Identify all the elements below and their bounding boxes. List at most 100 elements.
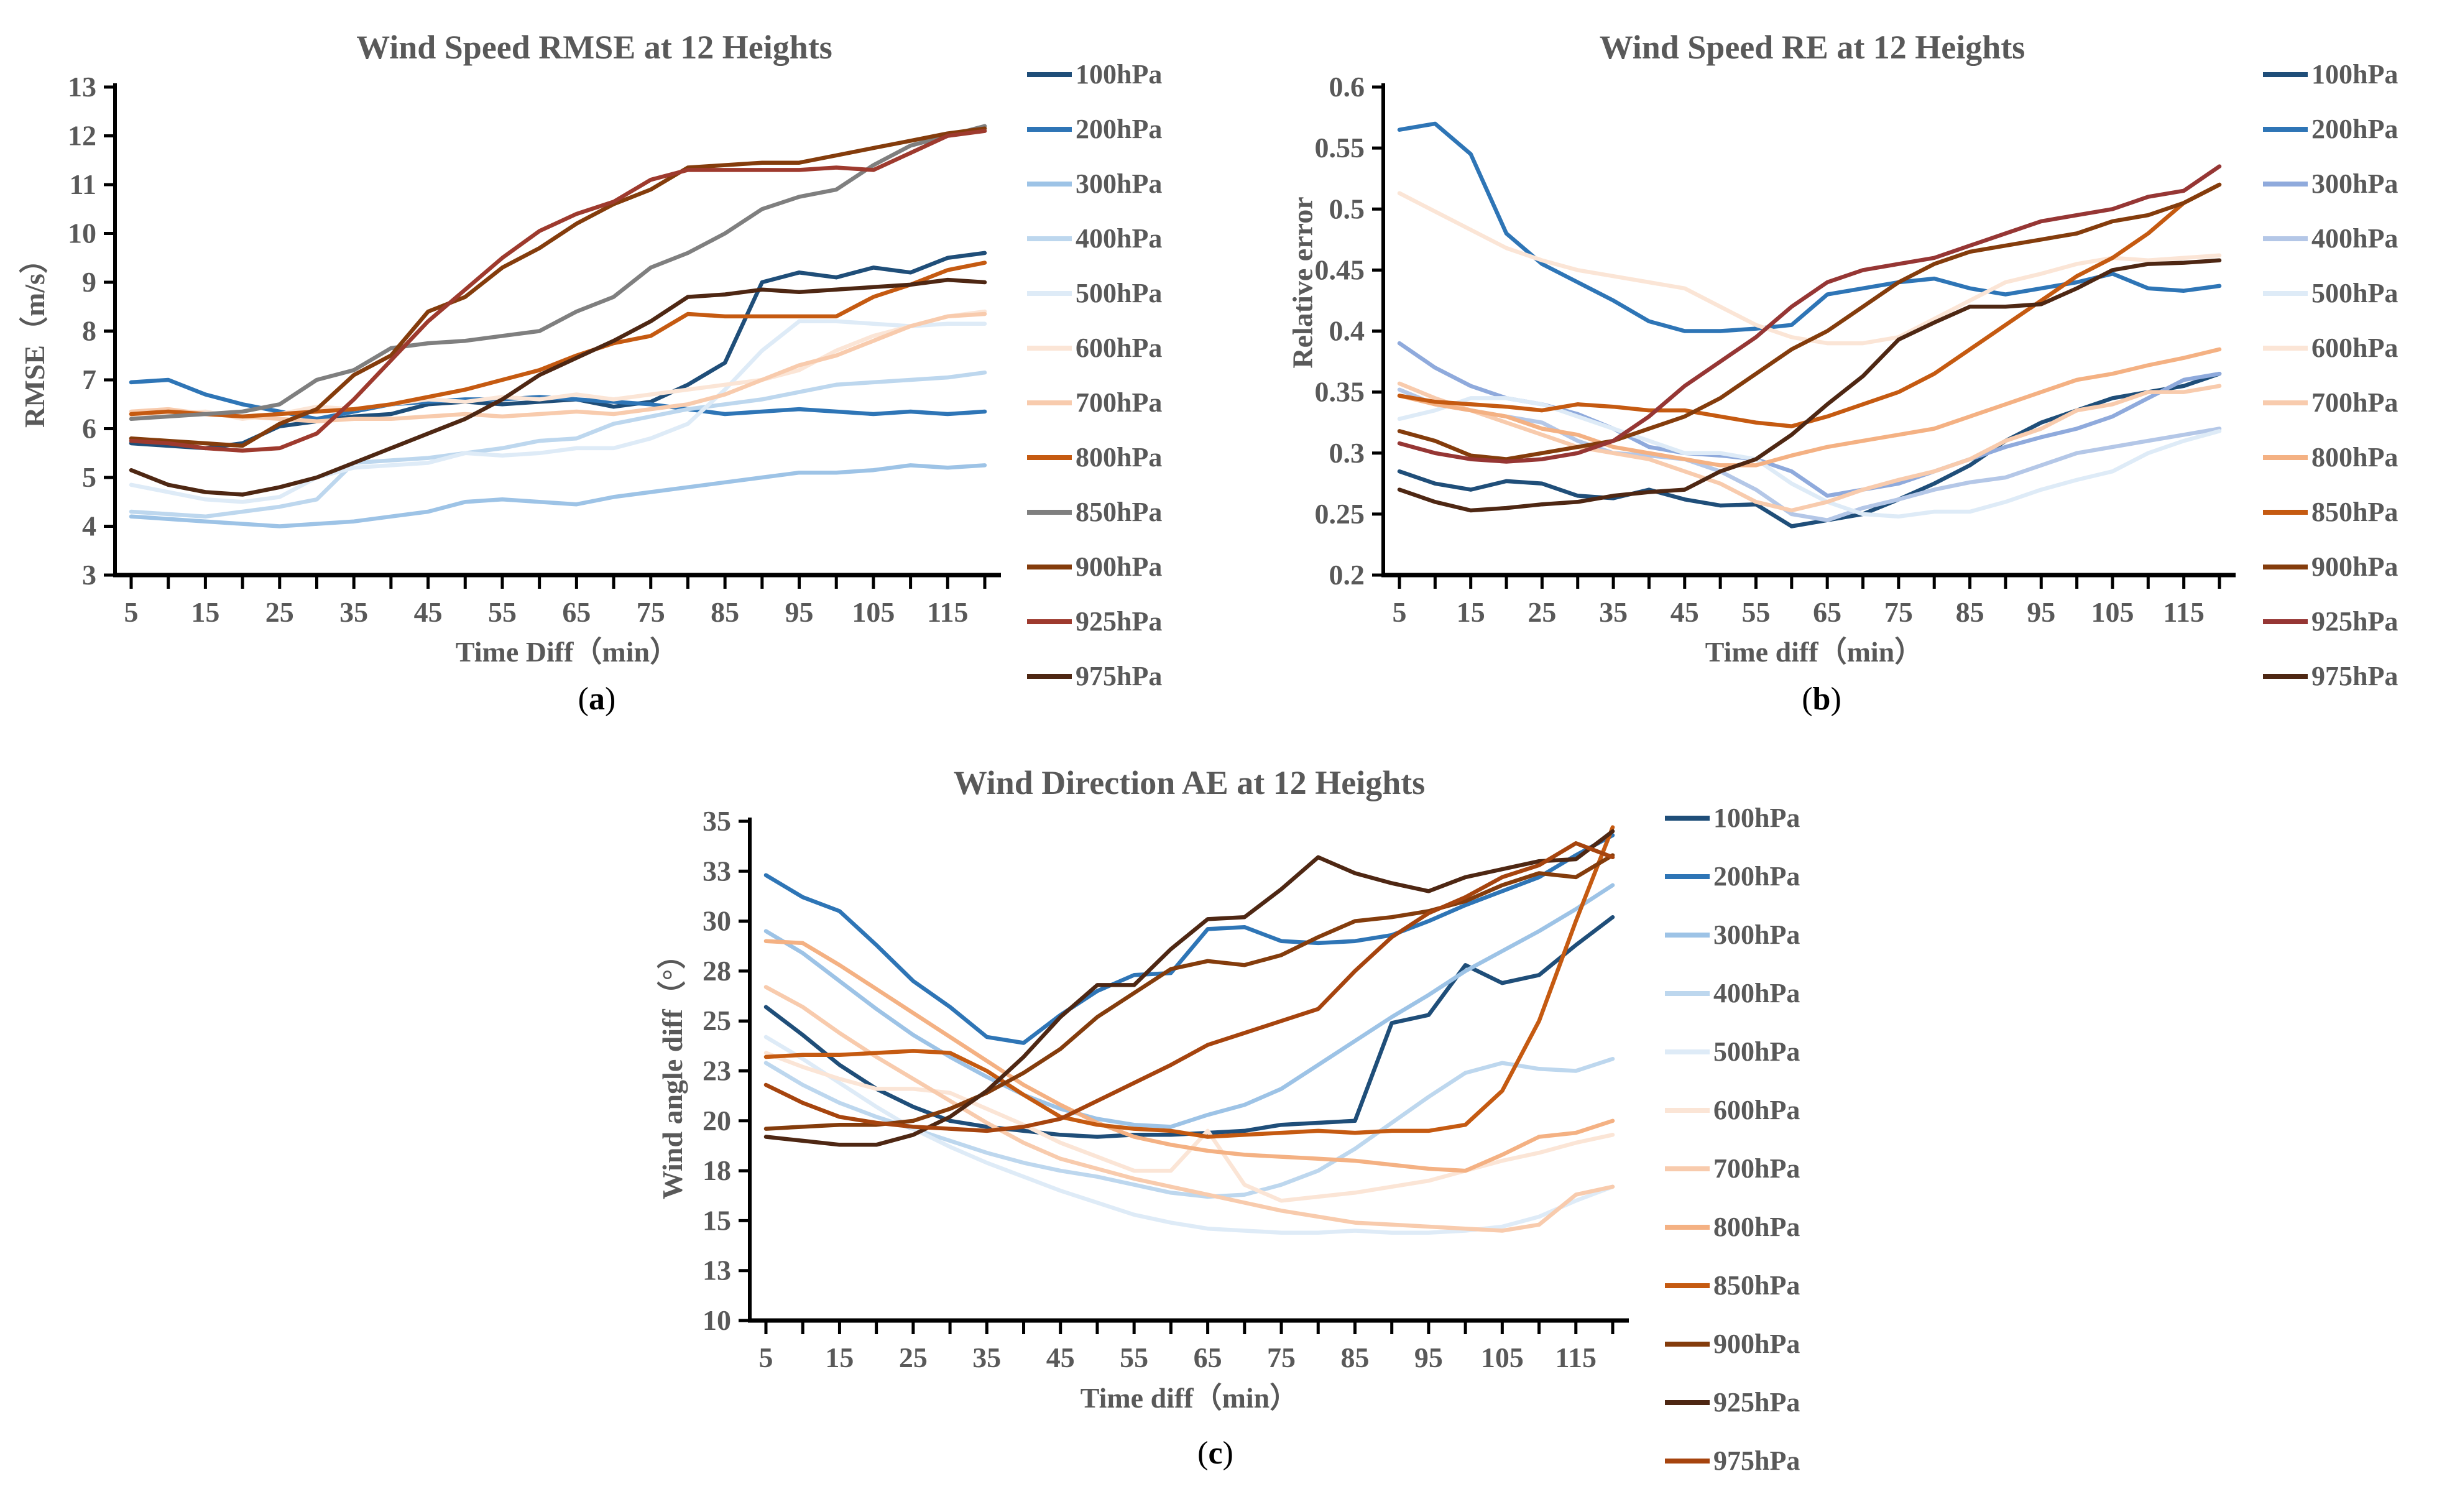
legend-item-300hPa: 300hPa [1027, 169, 1162, 199]
legend-label-900hPa: 900hPa [1076, 551, 1163, 582]
y-tick-label: 4 [82, 510, 96, 542]
legend-label-500hPa: 500hPa [1076, 278, 1163, 308]
legend-item-500hPa: 500hPa [1027, 279, 1162, 308]
x-tick-label: 85 [1340, 1342, 1369, 1373]
caption-b-open: ( [1802, 681, 1813, 717]
legend-item-975hPa: 975hPa [2263, 662, 2398, 691]
legend-label-400hPa: 400hPa [1713, 978, 1800, 1008]
x-tick-label: 115 [2163, 596, 2204, 628]
legend-item-925hPa: 925hPa [1665, 1388, 1800, 1418]
legend-swatch-600hPa [1665, 1108, 1710, 1113]
x-tick-label: 95 [2027, 596, 2055, 628]
y-tick-label: 18 [703, 1155, 731, 1186]
x-tick-label: 85 [711, 596, 739, 628]
y-tick-label: 23 [703, 1055, 731, 1087]
legend-swatch-500hPa [1665, 1049, 1710, 1054]
caption-b-letter: b [1812, 681, 1831, 717]
legend-item-300hPa: 300hPa [2263, 169, 2398, 199]
legend-item-925hPa: 925hPa [1027, 607, 1162, 637]
legend-item-400hPa: 400hPa [2263, 224, 2398, 254]
y-tick-label: 0.35 [1315, 376, 1365, 408]
series-line-850hPa [1397, 182, 2222, 428]
legend-label-800hPa: 800hPa [1076, 442, 1163, 472]
series-line-925hPa [1397, 164, 2222, 464]
caption-c-close: ) [1222, 1436, 1233, 1471]
x-tick-label: 115 [927, 596, 968, 628]
legend-label-600hPa: 600hPa [2311, 333, 2399, 363]
legend-swatch-850hPa [2263, 510, 2308, 515]
x-tick-label: 75 [1267, 1342, 1296, 1373]
series-line-300hPa [763, 883, 1615, 1129]
series-line-800hPa [129, 260, 987, 419]
x-tick-label: 25 [899, 1342, 928, 1373]
series-line-300hPa [129, 463, 987, 528]
legend-label-300hPa: 300hPa [2311, 168, 2399, 199]
legend-item-100hPa: 100hPa [1027, 60, 1162, 90]
y-tick-label: 9 [82, 266, 96, 298]
chart-c-xlabel: Time diff（min） [1080, 1382, 1299, 1414]
legend-item-850hPa: 850hPa [1027, 497, 1162, 527]
series-line-975hPa [1397, 258, 2222, 513]
chart-b-xlabel: Time diff（min） [1705, 636, 1924, 668]
series-line-800hPa [763, 939, 1615, 1173]
x-tick-label: 35 [339, 596, 368, 628]
series-line-900hPa [1397, 182, 2222, 461]
series-line-400hPa [763, 1056, 1615, 1199]
legend-item-500hPa: 500hPa [1665, 1037, 1800, 1067]
legend-item-100hPa: 100hPa [2263, 60, 2398, 90]
legend-label-800hPa: 800hPa [1713, 1212, 1800, 1242]
legend-swatch-300hPa [1027, 182, 1072, 187]
x-tick-label: 75 [637, 596, 665, 628]
caption-a-open: ( [578, 681, 589, 717]
y-tick-label: 25 [703, 1005, 731, 1036]
y-tick-label: 0.45 [1315, 254, 1365, 285]
x-tick-label: 55 [1741, 596, 1770, 628]
x-tick-label: 65 [562, 596, 591, 628]
legend-swatch-800hPa [2263, 455, 2308, 460]
legend-swatch-700hPa [1027, 400, 1072, 405]
legend-swatch-700hPa [2263, 400, 2308, 405]
y-tick-label: 0.25 [1315, 498, 1365, 530]
x-tick-label: 95 [785, 596, 814, 628]
legend-label-200hPa: 200hPa [1713, 861, 1800, 892]
legend-item-200hPa: 200hPa [1027, 114, 1162, 144]
legend-swatch-100hPa [1027, 72, 1072, 77]
legend-swatch-975hPa [1027, 674, 1072, 679]
series-line-850hPa [129, 124, 987, 422]
x-tick-label: 45 [1046, 1342, 1075, 1373]
x-tick-label: 25 [265, 596, 294, 628]
chart-a-legend: 100hPa 200hPa 300hPa 400hPa 500hPa 600hPa 700h… [1027, 60, 1162, 691]
legend-label-925hPa: 925hPa [1076, 606, 1163, 637]
legend-swatch-100hPa [1665, 816, 1710, 821]
x-tick-label: 55 [1120, 1342, 1148, 1373]
legend-label-100hPa: 100hPa [2311, 59, 2399, 90]
legend-swatch-925hPa [1027, 619, 1072, 624]
y-tick-label: 0.6 [1329, 71, 1365, 103]
legend-label-100hPa: 100hPa [1076, 59, 1163, 90]
legend-label-200hPa: 200hPa [1076, 114, 1163, 144]
series-line-800hPa [1397, 347, 2222, 468]
x-tick-label: 115 [1555, 1342, 1597, 1373]
legend-item-700hPa: 700hPa [1027, 388, 1162, 418]
legend-label-800hPa: 800hPa [2311, 442, 2399, 472]
chart-b-title: Wind Speed RE at 12 Heights [1599, 29, 2025, 66]
legend-swatch-600hPa [2263, 346, 2308, 351]
y-tick-label: 13 [703, 1255, 731, 1286]
legend-item-200hPa: 200hPa [2263, 114, 2398, 144]
caption-b: (b) [1635, 681, 2008, 717]
legend-item-900hPa: 900hPa [1665, 1329, 1800, 1359]
y-tick-label: 30 [703, 905, 731, 937]
legend-item-850hPa: 850hPa [1665, 1271, 1800, 1301]
legend-swatch-400hPa [1665, 991, 1710, 996]
legend-swatch-700hPa [1665, 1166, 1710, 1171]
x-tick-label: 105 [2091, 596, 2134, 628]
y-tick-label: 0.5 [1329, 193, 1365, 224]
y-tick-label: 0.2 [1329, 559, 1365, 591]
y-tick-label: 28 [703, 955, 731, 987]
legend-swatch-500hPa [2263, 291, 2308, 296]
series-line-200hPa [763, 833, 1615, 1045]
legend-label-975hPa: 975hPa [2311, 661, 2399, 691]
legend-item-975hPa: 975hPa [1027, 662, 1162, 691]
